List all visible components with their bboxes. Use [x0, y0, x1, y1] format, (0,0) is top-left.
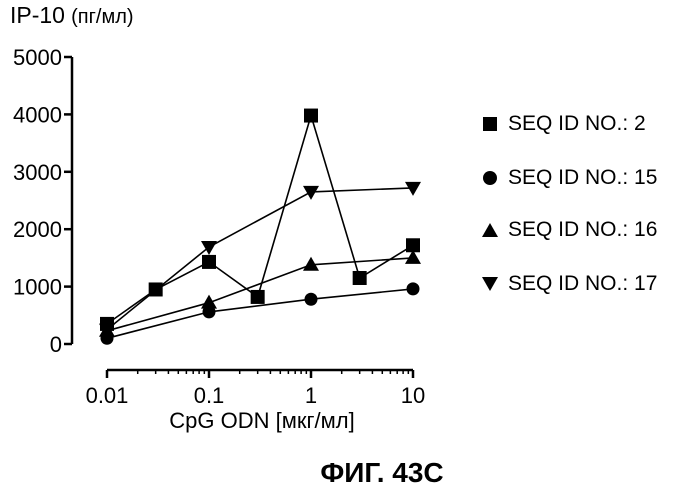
y-tick-label: 0	[50, 332, 62, 357]
x-axis-label: CpG ODN [мкг/мл]	[169, 408, 354, 433]
x-tick-label: 0.1	[194, 383, 225, 408]
y-tick-label: 4000	[13, 102, 62, 127]
data-point-seq-id-no-15	[407, 282, 420, 295]
y-tick-label: 5000	[13, 45, 62, 70]
y-tick-label: 3000	[13, 160, 62, 185]
y-tick-label: 1000	[13, 275, 62, 300]
data-point-seq-id-no-16	[201, 295, 217, 309]
figure-caption: ФИГ. 43С	[0, 457, 694, 489]
legend-label: SEQ ID NO.: 16	[508, 218, 657, 242]
legend-label: SEQ ID NO.: 15	[508, 166, 657, 190]
data-point-seq-id-no-17	[201, 241, 217, 255]
data-point-seq-id-no-2	[149, 282, 163, 296]
data-point-seq-id-no-2	[353, 271, 367, 285]
data-point-seq-id-no-15	[305, 293, 318, 306]
legend-item-seq-id-no-17: SEQ ID NO.: 17	[480, 270, 657, 297]
y-tick-label: 2000	[13, 217, 62, 242]
square-marker-icon	[480, 114, 500, 134]
x-tick-label: 1	[305, 383, 317, 408]
data-point-seq-id-no-17	[303, 186, 319, 200]
x-tick-label: 10	[401, 383, 425, 408]
series-line-seq-id-no-17	[107, 188, 413, 330]
triangle-down-marker-icon	[480, 274, 500, 294]
x-tick-label: 0.01	[86, 383, 129, 408]
legend-item-seq-id-no-16: SEQ ID NO.: 16	[480, 216, 657, 243]
circle-marker-icon	[480, 168, 500, 188]
data-point-seq-id-no-2	[251, 290, 265, 304]
legend-item-seq-id-no-15: SEQ ID NO.: 15	[480, 164, 657, 191]
data-point-seq-id-no-2	[202, 255, 216, 269]
legend-label: SEQ ID NO.: 2	[508, 112, 646, 136]
data-point-seq-id-no-2	[304, 109, 318, 123]
triangle-up-marker-icon	[480, 220, 500, 240]
legend-label: SEQ ID NO.: 17	[508, 272, 657, 296]
legend-item-seq-id-no-2: SEQ ID NO.: 2	[480, 110, 657, 137]
legend: SEQ ID NO.: 2 SEQ ID NO.: 15 SEQ ID NO.: 1…	[480, 110, 657, 324]
